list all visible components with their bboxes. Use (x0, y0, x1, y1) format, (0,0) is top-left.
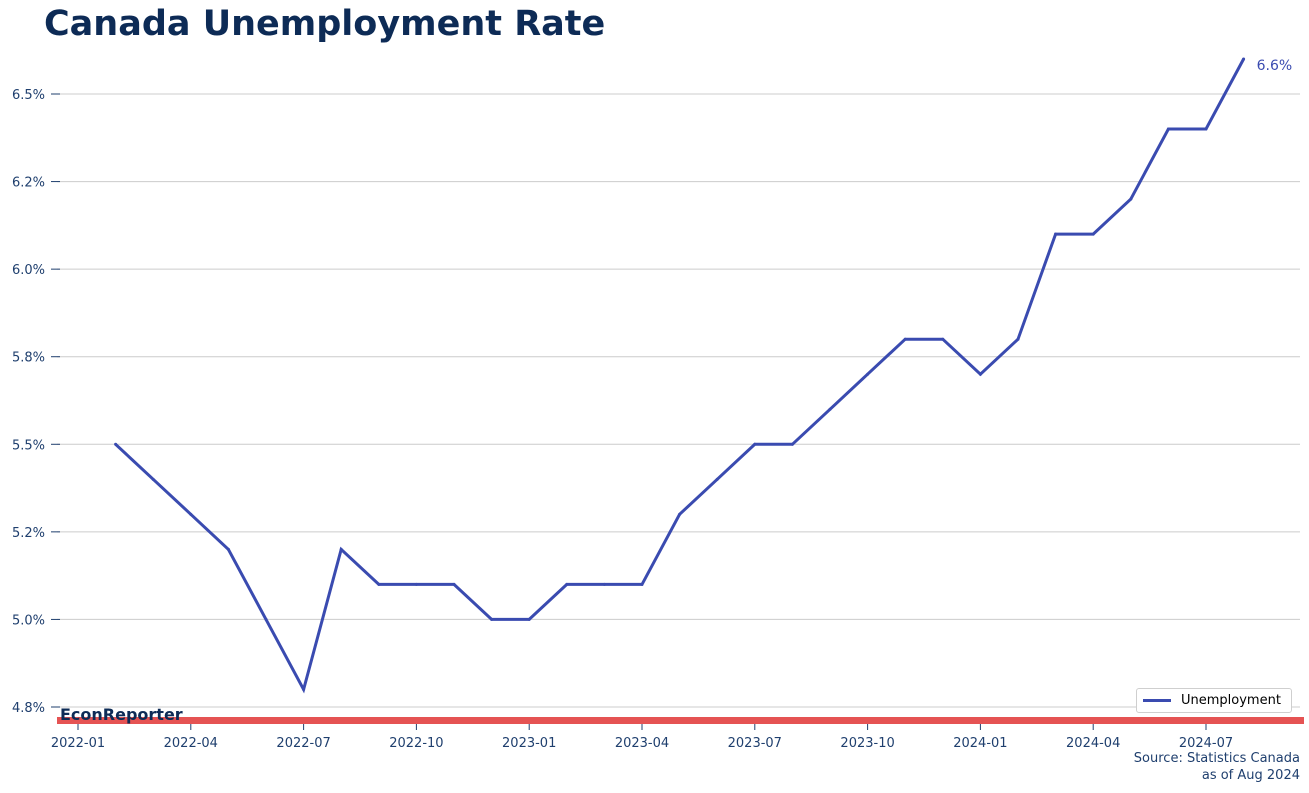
x-tick-label: 2023-04 (615, 736, 669, 751)
data-point (715, 477, 719, 481)
y-tick-label: 6.0% (12, 263, 45, 278)
y-axis: 4.8% 5.0% 5.2% 5.5% 5.8% 6.0% 6.2% 6.5% (12, 88, 60, 716)
y-tick-label: 5.0% (12, 613, 45, 628)
data-point (414, 582, 418, 586)
data-point (1129, 197, 1133, 201)
legend-label: Unemployment (1181, 693, 1281, 708)
x-tick-label: 2022-10 (389, 736, 443, 751)
data-point (264, 617, 268, 621)
data-point (866, 372, 870, 376)
data-point (452, 582, 456, 586)
data-point (1016, 337, 1020, 341)
gridlines (57, 93, 1300, 708)
as-of-line: as of Aug 2024 (1201, 768, 1300, 783)
legend-swatch (1143, 699, 1171, 702)
y-tick-label: 5.5% (12, 438, 45, 453)
data-point (828, 407, 832, 411)
x-tick-label: 2022-07 (276, 736, 330, 751)
y-tick-label: 6.2% (12, 176, 45, 191)
data-point (1204, 127, 1208, 131)
x-tick-label: 2023-01 (502, 736, 556, 751)
data-point (903, 337, 907, 341)
y-tick-label: 6.5% (12, 88, 45, 103)
data-point (527, 617, 531, 621)
chart-title: Canada Unemployment Rate (44, 4, 606, 44)
brand-logo-text: EconReporter (60, 705, 183, 724)
data-point (678, 512, 682, 516)
data-point (189, 512, 193, 516)
y-tick-label: 4.8% (12, 701, 45, 716)
x-tick-label: 2023-10 (840, 736, 894, 751)
x-tick-label: 2024-01 (953, 736, 1007, 751)
data-point (151, 477, 155, 481)
accent-bar (57, 717, 1304, 724)
y-tick-label: 5.8% (12, 351, 45, 366)
data-point (1166, 127, 1170, 131)
data-point (114, 442, 118, 446)
data-point (1054, 232, 1058, 236)
y-tick-label: 5.2% (12, 526, 45, 541)
source-line: Source: Statistics Canada (1133, 751, 1300, 766)
series-line-unemployment (114, 58, 1245, 694)
x-axis: 2022-01 2022-04 2022-07 2022-10 2023-01 2023-… (51, 724, 1233, 751)
data-point (1091, 232, 1095, 236)
data-point (302, 687, 306, 691)
data-point (565, 582, 569, 586)
x-tick-label: 2024-04 (1066, 736, 1120, 751)
series-layer (114, 57, 1246, 694)
end-value-label: 6.6% (1257, 58, 1293, 74)
data-point (640, 582, 644, 586)
data-point (377, 582, 381, 586)
data-point (753, 442, 757, 446)
data-point (490, 617, 494, 621)
data-point (226, 547, 230, 551)
x-tick-label: 2024-07 (1179, 736, 1233, 751)
data-point (941, 337, 945, 341)
x-tick-label: 2022-01 (51, 736, 105, 751)
x-tick-label: 2022-04 (164, 736, 218, 751)
data-point (602, 582, 606, 586)
data-point (1242, 57, 1246, 61)
x-tick-label: 2023-07 (728, 736, 782, 751)
data-point (978, 372, 982, 376)
legend: Unemployment (1136, 688, 1292, 713)
data-point (339, 547, 343, 551)
source-note: Source: Statistics Canada as of Aug 2024 (1134, 750, 1300, 784)
data-point (790, 442, 794, 446)
